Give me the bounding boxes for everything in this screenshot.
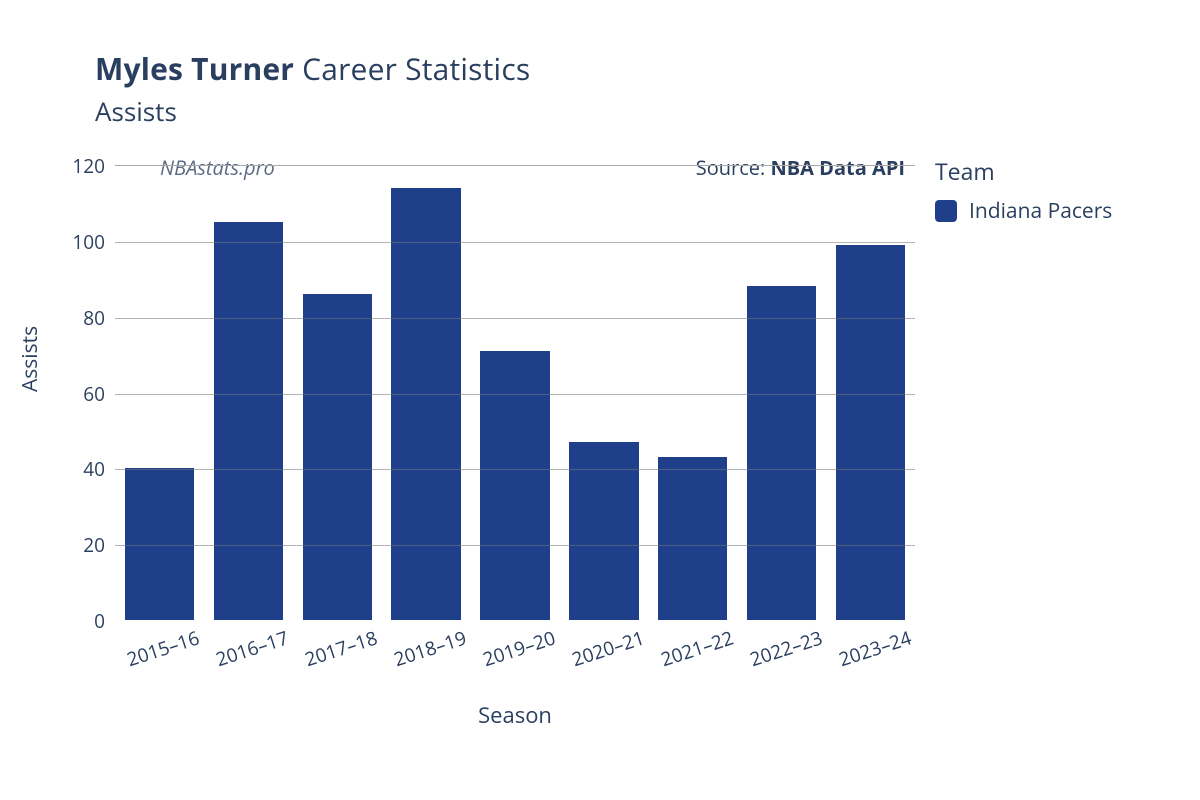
x-tick-label: 2019–20: [479, 624, 558, 672]
x-tick-label: 2021–22: [657, 624, 736, 672]
x-tick-label: 2020–21: [568, 624, 647, 672]
title-suffix: Career Statistics: [294, 48, 530, 89]
chart-subtitle: Assists: [95, 93, 530, 129]
chart-title: Myles Turner Career Statistics: [95, 48, 530, 89]
x-tick-label: 2015–16: [124, 624, 203, 672]
bar: [303, 294, 372, 620]
bar: [658, 457, 727, 620]
y-tick-label: 100: [55, 229, 105, 255]
y-tick-label: 20: [55, 532, 105, 558]
bar: [214, 222, 283, 620]
plot-area: 2015–162016–172017–182018–192019–202020–…: [115, 165, 915, 620]
bar: [480, 351, 549, 620]
legend-item: Indiana Pacers: [935, 197, 1112, 225]
legend: Team Indiana Pacers: [935, 155, 1112, 225]
legend-swatch: [935, 200, 957, 222]
y-tick-label: 120: [55, 153, 105, 179]
bar: [391, 188, 460, 620]
gridline: [115, 394, 915, 395]
bar: [836, 245, 905, 620]
y-tick-label: 80: [55, 305, 105, 331]
x-tick-label: 2023–24: [835, 624, 914, 672]
gridline: [115, 545, 915, 546]
x-axis-title: Season: [478, 700, 552, 730]
legend-label: Indiana Pacers: [969, 197, 1112, 225]
player-name: Myles Turner: [95, 48, 294, 89]
y-tick-label: 0: [55, 608, 105, 634]
x-tick-label: 2017–18: [302, 624, 381, 672]
gridline: [115, 242, 915, 243]
legend-title: Team: [935, 155, 1112, 187]
chart-title-block: Myles Turner Career Statistics Assists: [95, 48, 530, 129]
gridline: [115, 318, 915, 319]
y-tick-label: 60: [55, 381, 105, 407]
x-tick-label: 2022–23: [746, 624, 825, 672]
y-axis-title: Assists: [16, 326, 44, 392]
x-tick-label: 2018–19: [391, 624, 470, 672]
gridline: [115, 469, 915, 470]
x-tick-label: 2016–17: [213, 624, 292, 672]
bar: [747, 286, 816, 620]
y-tick-label: 40: [55, 456, 105, 482]
